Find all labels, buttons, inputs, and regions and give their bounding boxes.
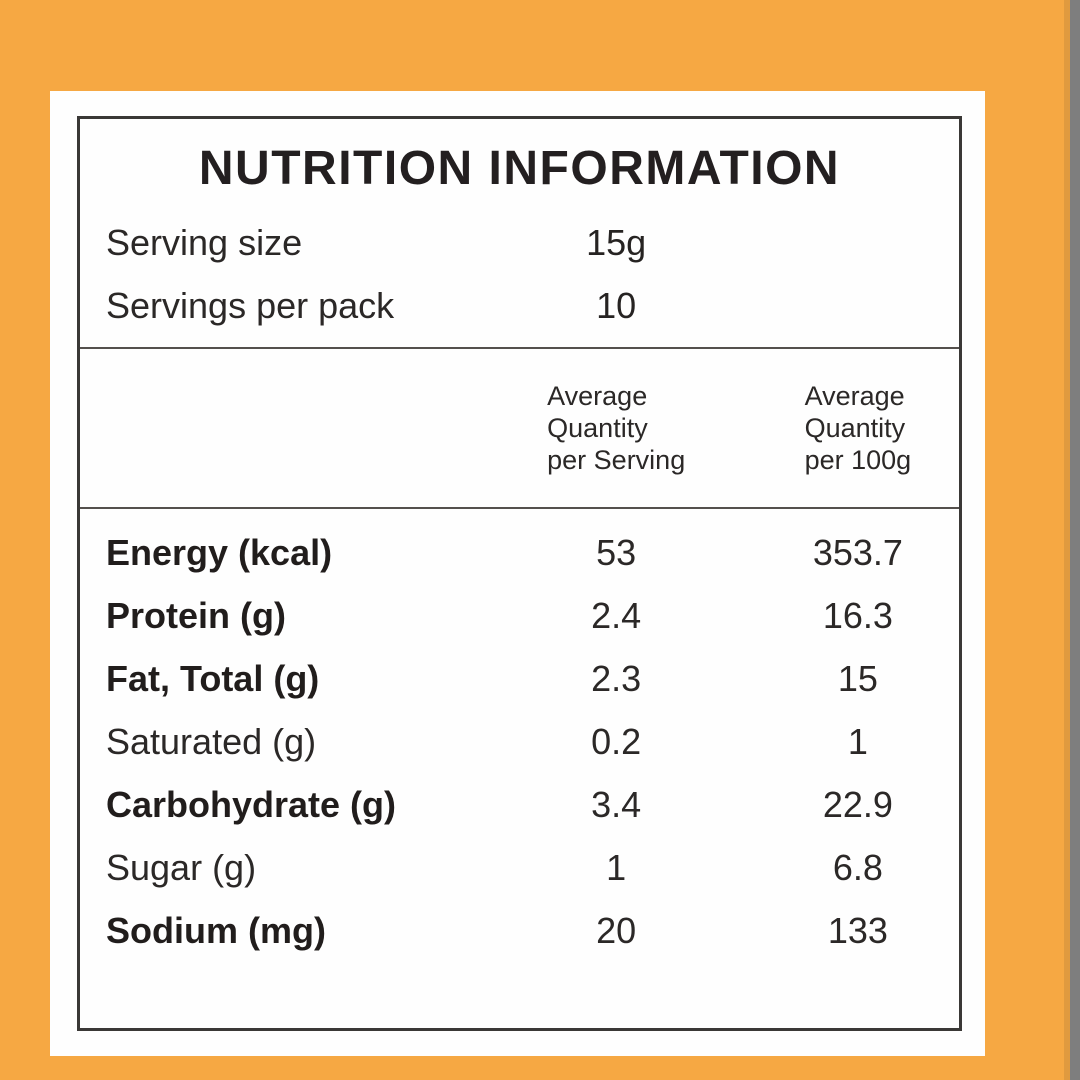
per-100g-value: 16.3 — [822, 594, 893, 636]
per-serving-value: 0.2 — [591, 720, 642, 762]
table-row-sugar: Sugar (g) 1 6.8 — [80, 836, 959, 899]
per-serving-value: 1 — [606, 846, 627, 888]
per-100g-value: 6.8 — [832, 846, 883, 888]
row-label: Sodium (mg) — [106, 909, 326, 951]
servings-per-pack-value: 10 — [596, 284, 637, 326]
row-label: Carbohydrate (g) — [106, 783, 397, 825]
serving-size-value: 15g — [586, 221, 647, 263]
servings-per-pack-label: Servings per pack — [106, 284, 395, 326]
column-header-per-serving: Average Quantity per Serving — [547, 381, 686, 475]
row-label: Fat, Total (g) — [106, 657, 320, 699]
per-serving-value: 20 — [596, 909, 637, 951]
background-edge-shade — [1064, 0, 1070, 1080]
nutrient-rows: Energy (kcal) 53 353.7 Protein (g) 2.4 1… — [80, 509, 959, 962]
row-label: Energy (kcal) — [106, 531, 333, 573]
serving-section: NUTRITION INFORMATION Serving size 15g S… — [80, 119, 959, 349]
table-row-sodium: Sodium (mg) 20 133 — [80, 899, 959, 962]
per-100g-value: 1 — [847, 720, 868, 762]
table-row-energy: Energy (kcal) 53 353.7 — [80, 521, 959, 584]
column-header-per-100g: Average Quantity per 100g — [804, 381, 912, 475]
per-serving-value: 2.4 — [591, 594, 642, 636]
row-label: Sugar (g) — [106, 846, 257, 888]
servings-per-pack-row: Servings per pack 10 — [80, 274, 959, 337]
per-serving-value: 2.3 — [591, 657, 642, 699]
serving-size-row: Serving size 15g — [80, 211, 959, 274]
row-label: Protein (g) — [106, 594, 286, 636]
per-100g-value: 133 — [827, 909, 888, 951]
per-100g-value: 15 — [837, 657, 878, 699]
background-edge-strip — [1070, 0, 1080, 1080]
nutrition-table: NUTRITION INFORMATION Serving size 15g S… — [77, 116, 962, 1031]
page-title: NUTRITION INFORMATION — [198, 142, 841, 195]
table-row-protein: Protein (g) 2.4 16.3 — [80, 584, 959, 647]
serving-size-label: Serving size — [106, 221, 303, 263]
per-serving-value: 3.4 — [591, 783, 642, 825]
per-100g-value: 22.9 — [822, 783, 893, 825]
per-100g-value: 353.7 — [812, 531, 903, 573]
column-header-row: Average Quantity per Serving Average Qua… — [80, 349, 959, 509]
row-label: Saturated (g) — [106, 720, 317, 762]
table-row-carbohydrate: Carbohydrate (g) 3.4 22.9 — [80, 773, 959, 836]
label-card: NUTRITION INFORMATION Serving size 15g S… — [50, 91, 985, 1056]
table-row-saturated: Saturated (g) 0.2 1 — [80, 710, 959, 773]
per-serving-value: 53 — [596, 531, 637, 573]
table-row-fat-total: Fat, Total (g) 2.3 15 — [80, 647, 959, 710]
